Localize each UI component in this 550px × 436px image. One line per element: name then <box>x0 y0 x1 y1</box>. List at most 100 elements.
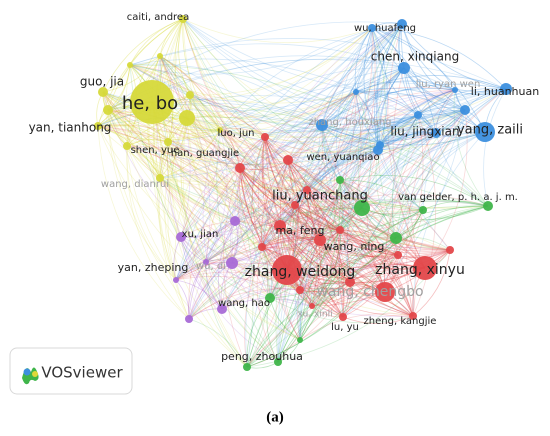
edge <box>246 205 489 368</box>
edge <box>175 228 341 281</box>
edge <box>346 149 379 283</box>
edge <box>294 204 399 256</box>
edge <box>186 117 379 157</box>
edge <box>175 261 207 281</box>
edge <box>277 149 379 363</box>
node <box>398 62 410 74</box>
edge <box>188 220 236 320</box>
edge <box>269 237 397 299</box>
edge <box>159 55 221 131</box>
edge <box>159 177 288 271</box>
edge <box>102 91 341 231</box>
node <box>217 127 223 133</box>
edge <box>223 167 248 368</box>
edge <box>279 225 414 317</box>
edge <box>167 141 279 363</box>
edge <box>219 27 373 131</box>
edge <box>412 131 486 317</box>
edge <box>264 130 379 151</box>
caption: (a) <box>266 409 284 425</box>
edge <box>97 125 381 165</box>
edge <box>361 131 486 209</box>
edge <box>395 109 466 239</box>
edge <box>188 262 233 320</box>
edge <box>129 64 191 96</box>
edge <box>311 109 466 307</box>
edge <box>286 67 405 271</box>
edge <box>221 292 414 317</box>
edge <box>299 207 363 341</box>
node-label: yang, zaili <box>457 123 523 138</box>
edge <box>221 246 451 310</box>
node <box>283 155 293 165</box>
edge <box>167 141 308 191</box>
edge <box>306 189 386 293</box>
logo-icon <box>22 367 39 385</box>
edge <box>180 220 281 238</box>
edge <box>151 101 271 299</box>
edge <box>151 101 451 251</box>
logo-box[interactable]: VOSviewer <box>9 347 133 395</box>
edge <box>102 91 321 241</box>
edge <box>379 131 437 146</box>
node-label: liu, yuanchang <box>272 189 368 204</box>
edge <box>97 102 323 127</box>
node <box>203 259 209 265</box>
edge <box>234 136 266 222</box>
edge <box>189 94 424 211</box>
edge <box>361 27 386 209</box>
edge <box>151 91 357 119</box>
edge <box>202 129 223 310</box>
edge <box>97 125 321 241</box>
edge <box>182 18 451 251</box>
edge <box>178 18 191 96</box>
edge <box>264 136 341 231</box>
edge <box>339 229 414 317</box>
edge <box>151 101 486 153</box>
edge <box>97 124 169 143</box>
edge <box>219 129 399 256</box>
edge <box>261 23 403 248</box>
edge <box>205 207 363 263</box>
edge <box>234 211 397 239</box>
edge <box>338 67 405 318</box>
edge <box>422 200 489 211</box>
edge <box>174 129 221 281</box>
edge <box>321 83 507 126</box>
edge <box>371 27 456 91</box>
edge <box>321 124 437 142</box>
edge <box>246 209 424 368</box>
edge <box>186 109 466 143</box>
edge <box>221 89 456 310</box>
edge <box>294 204 386 293</box>
edge <box>424 109 468 269</box>
edge <box>234 23 403 222</box>
node <box>368 24 376 32</box>
edge <box>363 27 381 146</box>
node-label: wu, di <box>196 261 226 272</box>
edge <box>219 129 241 264</box>
edge <box>258 136 301 341</box>
edge <box>355 91 372 209</box>
node <box>274 220 286 232</box>
edge <box>264 136 296 206</box>
edge <box>299 179 343 341</box>
edge <box>186 117 489 209</box>
edge <box>261 198 489 248</box>
edge <box>97 64 131 127</box>
node-label: xu, xinli <box>297 310 332 320</box>
edge <box>321 114 419 131</box>
edge <box>219 129 341 231</box>
edge <box>277 205 489 363</box>
edge <box>234 132 437 222</box>
edge <box>339 179 426 269</box>
edge <box>182 18 466 112</box>
edge <box>151 101 363 209</box>
edge <box>417 88 507 116</box>
edge <box>339 89 456 231</box>
edge <box>129 58 437 134</box>
edge <box>279 114 419 227</box>
edge <box>384 89 456 293</box>
edge <box>234 195 424 222</box>
edge <box>219 127 266 138</box>
